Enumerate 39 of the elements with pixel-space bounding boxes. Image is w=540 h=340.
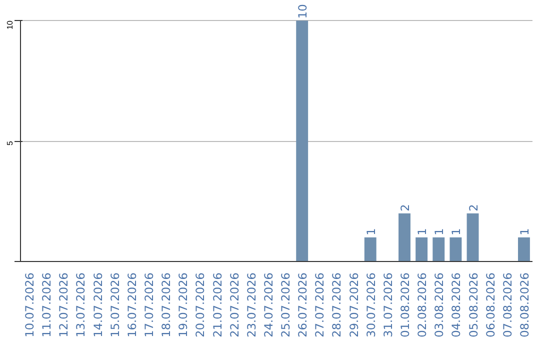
x-tick-label: 25.07.2026	[278, 272, 293, 338]
data-label: 2	[398, 204, 412, 212]
x-tick-label: 21.07.2026	[210, 272, 224, 338]
x-tick-label: 08.08.2026	[517, 272, 532, 338]
data-label: 1	[517, 228, 532, 236]
x-tick-label: 28.07.2026	[330, 272, 344, 338]
x-tick-label: 20.07.2026	[193, 272, 208, 338]
x-tick-label: 22.07.2026	[227, 272, 242, 338]
x-tick-label: 19.07.2026	[176, 272, 190, 338]
x-tick-label: 14.07.2026	[90, 272, 105, 338]
x-tick-label: 31.07.2026	[380, 272, 395, 338]
y-tick-label: 5	[6, 140, 14, 146]
x-tick-label: 15.07.2026	[108, 272, 122, 338]
x-tick-label: 01.08.2026	[398, 272, 412, 338]
data-label: 1	[449, 228, 464, 236]
x-tick-label: 02.08.2026	[415, 272, 430, 338]
x-tick-label: 05.08.2026	[466, 272, 480, 338]
x-tick-label: 16.07.2026	[124, 272, 139, 338]
x-tick-label: 12.07.2026	[56, 272, 71, 338]
data-label: 10	[296, 4, 310, 19]
data-label: 1	[432, 228, 446, 236]
x-tick-label: 26.07.2026	[296, 272, 310, 338]
x-tick-label: 18.07.2026	[159, 272, 174, 338]
x-tick-label: 06.08.2026	[483, 272, 498, 338]
data-label: 1	[415, 228, 430, 236]
x-tick-label: 24.07.2026	[261, 272, 276, 338]
x-tick-label: 17.07.2026	[142, 272, 156, 338]
data-label: 2	[466, 204, 480, 212]
x-tick-label: 13.07.2026	[74, 272, 88, 338]
x-tick-label: 10.07.2026	[22, 272, 37, 338]
x-tick-label: 27.07.2026	[312, 272, 327, 338]
x-tick-label: 23.07.2026	[244, 272, 258, 338]
x-tick-label: 30.07.2026	[364, 272, 378, 338]
x-tick-label: 29.07.2026	[346, 272, 361, 338]
data-label: 1	[364, 228, 378, 236]
x-tick-label: 03.08.2026	[432, 272, 446, 338]
x-tick-label: 11.07.2026	[40, 272, 54, 338]
x-tick-label: 04.08.2026	[449, 272, 464, 338]
x-tick-label: 07.08.2026	[500, 272, 514, 338]
